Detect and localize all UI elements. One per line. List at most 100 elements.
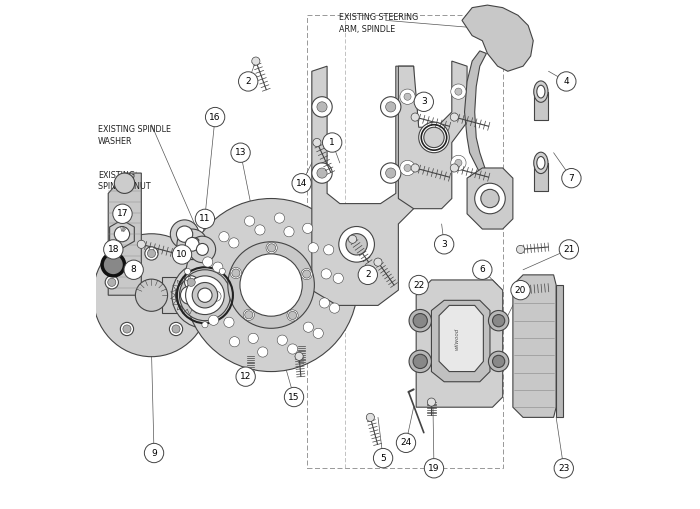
- Circle shape: [186, 276, 224, 315]
- Polygon shape: [513, 275, 556, 417]
- Circle shape: [561, 168, 581, 188]
- Circle shape: [493, 355, 505, 367]
- Circle shape: [187, 278, 195, 287]
- Circle shape: [195, 209, 215, 229]
- Text: 1: 1: [329, 138, 335, 147]
- Circle shape: [481, 189, 499, 208]
- Bar: [162, 277, 228, 313]
- Text: 7: 7: [568, 174, 574, 183]
- Circle shape: [292, 174, 312, 193]
- Text: 12: 12: [240, 372, 251, 381]
- Circle shape: [258, 347, 268, 357]
- Circle shape: [396, 433, 416, 453]
- Text: 17: 17: [117, 209, 128, 218]
- Polygon shape: [439, 305, 484, 372]
- Circle shape: [493, 315, 505, 327]
- Circle shape: [105, 276, 118, 289]
- Circle shape: [255, 225, 265, 235]
- Circle shape: [374, 258, 382, 266]
- Text: 15: 15: [288, 392, 300, 402]
- Circle shape: [230, 267, 241, 278]
- Circle shape: [170, 220, 199, 248]
- Circle shape: [176, 226, 193, 242]
- Circle shape: [313, 138, 321, 147]
- Circle shape: [236, 367, 256, 386]
- Circle shape: [373, 448, 393, 468]
- Circle shape: [240, 254, 302, 316]
- Circle shape: [450, 113, 459, 121]
- Circle shape: [428, 398, 435, 406]
- Circle shape: [424, 459, 444, 478]
- Circle shape: [411, 113, 419, 121]
- Text: 2: 2: [365, 270, 370, 279]
- Circle shape: [381, 97, 401, 117]
- Circle shape: [104, 240, 123, 259]
- Circle shape: [284, 387, 304, 407]
- Circle shape: [559, 240, 578, 259]
- Circle shape: [301, 268, 312, 279]
- Circle shape: [424, 127, 444, 148]
- Ellipse shape: [188, 238, 199, 243]
- Circle shape: [202, 257, 213, 267]
- Circle shape: [455, 159, 462, 166]
- Text: 21: 21: [564, 245, 575, 254]
- Circle shape: [245, 311, 253, 319]
- Circle shape: [224, 317, 234, 327]
- Circle shape: [231, 143, 250, 162]
- Polygon shape: [416, 280, 503, 407]
- Circle shape: [409, 350, 431, 373]
- Circle shape: [219, 232, 229, 242]
- Bar: [533, 163, 548, 191]
- Circle shape: [386, 168, 396, 178]
- Circle shape: [409, 275, 428, 295]
- Circle shape: [193, 282, 218, 308]
- Circle shape: [169, 322, 183, 335]
- Circle shape: [404, 93, 411, 100]
- Circle shape: [172, 325, 180, 333]
- Text: 22: 22: [413, 280, 424, 290]
- Text: 13: 13: [234, 148, 246, 157]
- Circle shape: [244, 216, 255, 226]
- Bar: [307, 15, 503, 468]
- Polygon shape: [467, 168, 513, 229]
- Ellipse shape: [182, 235, 205, 245]
- Circle shape: [181, 286, 199, 304]
- Text: EXISTING
SPINDLE NUT: EXISTING SPINDLE NUT: [98, 171, 150, 191]
- Circle shape: [185, 276, 198, 289]
- Circle shape: [323, 133, 342, 152]
- Polygon shape: [462, 5, 533, 71]
- Circle shape: [419, 122, 449, 153]
- Text: 14: 14: [296, 179, 307, 188]
- Circle shape: [409, 309, 431, 332]
- Circle shape: [414, 92, 433, 111]
- Circle shape: [413, 314, 428, 328]
- Circle shape: [475, 183, 505, 214]
- Ellipse shape: [93, 234, 210, 357]
- Circle shape: [313, 328, 323, 338]
- Text: 8: 8: [131, 265, 136, 274]
- Circle shape: [239, 72, 258, 91]
- Circle shape: [312, 97, 332, 117]
- Circle shape: [177, 229, 207, 260]
- Circle shape: [123, 325, 131, 333]
- Circle shape: [229, 238, 239, 248]
- Text: 4: 4: [564, 77, 569, 86]
- Circle shape: [319, 298, 330, 308]
- Text: 3: 3: [421, 97, 427, 106]
- Circle shape: [366, 413, 375, 421]
- Circle shape: [473, 260, 492, 279]
- Circle shape: [114, 173, 134, 193]
- Circle shape: [185, 268, 190, 274]
- Circle shape: [145, 247, 158, 260]
- Circle shape: [176, 281, 204, 309]
- Polygon shape: [398, 61, 467, 209]
- Circle shape: [205, 107, 225, 127]
- Circle shape: [108, 278, 116, 287]
- Circle shape: [317, 102, 327, 112]
- Text: 6: 6: [480, 265, 485, 274]
- Circle shape: [103, 254, 123, 275]
- Circle shape: [144, 443, 164, 463]
- Circle shape: [489, 351, 509, 372]
- Circle shape: [308, 243, 318, 253]
- Circle shape: [400, 160, 415, 176]
